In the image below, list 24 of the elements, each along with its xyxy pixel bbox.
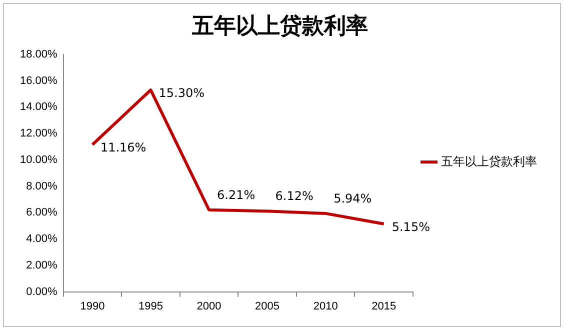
x-tick-label: 2010 [313, 300, 338, 312]
y-tick-label: 2.00% [26, 259, 58, 272]
y-tick-label: 4.00% [26, 233, 58, 246]
data-label: 6.12% [275, 189, 314, 204]
y-tick-label: 12.00% [20, 128, 58, 140]
y-tick-label: 14.00% [20, 101, 58, 114]
x-tick-label: 1995 [138, 300, 163, 312]
legend-label: 五年以上贷款利率 [441, 154, 537, 168]
chart-title: 五年以上贷款利率 [191, 12, 368, 39]
data-label: 6.21% [217, 188, 256, 202]
y-tick-label: 0.00% [26, 286, 58, 298]
data-label: 11.16% [100, 140, 146, 155]
data-label: 5.15% [392, 220, 430, 234]
data-label: 5.94% [334, 192, 372, 206]
y-tick-label: 6.00% [26, 206, 58, 219]
y-tick-label: 16.00% [20, 74, 58, 87]
y-tick-label: 18.00% [20, 48, 58, 60]
x-tick-label: 2000 [196, 300, 222, 312]
x-tick-label: 2005 [255, 300, 280, 312]
x-tick-label: 2015 [372, 300, 396, 312]
y-tick-label: 8.00% [26, 180, 58, 192]
x-tick-label: 1990 [80, 300, 105, 312]
y-tick-label: 10.00% [20, 154, 58, 166]
data-label: 15.30% [158, 86, 204, 100]
